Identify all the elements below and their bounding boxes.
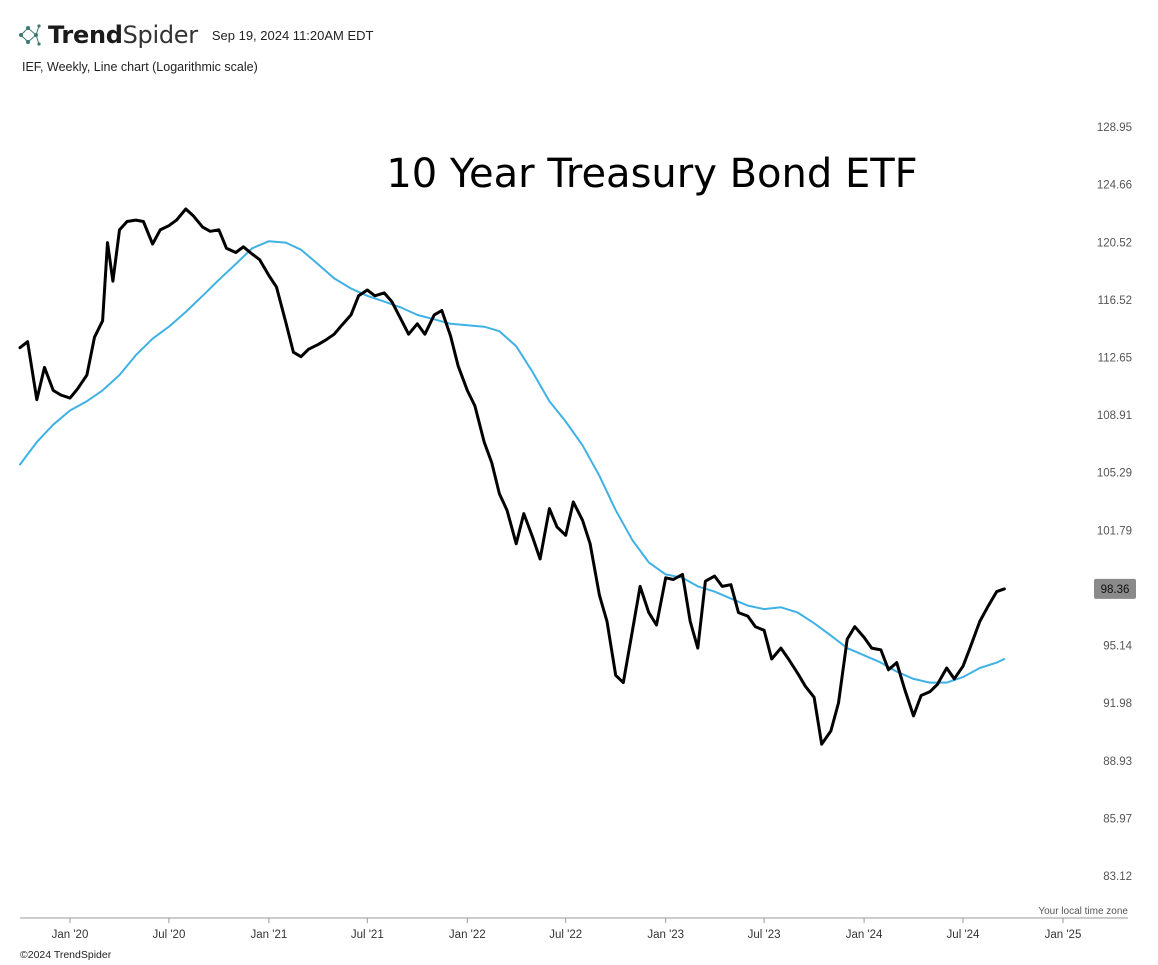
y-axis: 128.95 124.66 120.52 116.52 112.65 108.91 105.… (1097, 122, 1133, 883)
timestamp: Sep 19, 2024 11:20AM EDT (211, 27, 374, 43)
x-tick-label: Jul '23 (748, 929, 781, 941)
last-price-label: 98.36 (1101, 584, 1130, 596)
series-layer (18, 207, 1006, 746)
chart-subtitle: IEF, Weekly, Line chart (Logarithmic sca… (22, 60, 258, 74)
x-tick-label: Jul '22 (549, 929, 582, 941)
y-tick-label: 83.12 (1103, 871, 1132, 883)
x-tick-label: Jan '20 (52, 929, 89, 941)
timezone-note: Your local time zone (1038, 906, 1128, 917)
y-tick-label: 105.29 (1097, 468, 1132, 480)
header: TrendSpider Sep 19, 2024 11:20AM EDT (18, 20, 373, 50)
x-axis: Jan '20 Jul '20 Jan '21 Jul '21 Jan '22 Jul '… (20, 917, 1128, 941)
y-tick-label: 91.98 (1103, 698, 1132, 710)
x-tick-label: Jan '22 (449, 929, 486, 941)
y-tick-label: 112.65 (1098, 353, 1132, 365)
y-tick-label: 85.97 (1103, 814, 1132, 826)
y-tick-label: 120.52 (1097, 237, 1132, 249)
x-tick-label: Jan '23 (647, 929, 684, 941)
copyright: ©2024 TrendSpider (20, 949, 112, 961)
last-price-badge: 98.36 (1094, 578, 1136, 599)
y-tick-label: 108.91 (1097, 410, 1132, 422)
y-tick-label: 101.79 (1097, 525, 1132, 537)
brand-name: TrendSpider (48, 21, 198, 49)
price-line (18, 207, 1006, 746)
x-tick-label: Jan '24 (846, 929, 883, 941)
y-tick-label: 128.95 (1097, 122, 1132, 134)
x-tick-label: Jul '21 (351, 929, 384, 941)
y-tick-label: 95.14 (1103, 641, 1132, 653)
x-tick-label: Jul '24 (947, 929, 980, 941)
trendspider-logo-icon (19, 24, 41, 46)
moving-average-line (19, 240, 1006, 684)
price-chart: 10 Year Treasury Bond ETF 128.95124.6612… (18, 122, 1136, 941)
last-price-badge-bg (1094, 578, 1136, 599)
chart-title: 10 Year Treasury Bond ETF (386, 151, 917, 197)
x-tick-label: Jan '21 (251, 929, 288, 941)
y-tick-label: 116.52 (1098, 295, 1132, 307)
y-tick-label: 88.93 (1103, 756, 1132, 768)
x-tick-label: Jan '25 (1045, 929, 1082, 941)
y-tick-label: 124.66 (1097, 180, 1132, 192)
x-tick-label: Jul '20 (152, 929, 185, 941)
